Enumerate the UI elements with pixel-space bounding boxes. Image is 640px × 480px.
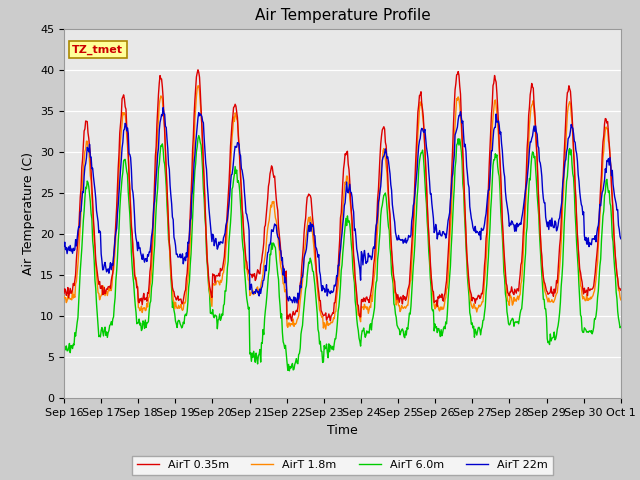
AirT 0.35m: [214, 273, 222, 278]
AirT 6.0m: [195, 132, 203, 138]
AirT 1.8m: [412, 180, 419, 186]
AirT 22m: [185, 240, 193, 246]
AirT 6.0m: [617, 324, 625, 330]
Line: AirT 6.0m: AirT 6.0m: [64, 135, 621, 371]
AirT 1.8m: [322, 326, 330, 332]
AirT 1.8m: [127, 219, 135, 225]
AirT 0.35m: [428, 281, 436, 287]
Text: TZ_tmet: TZ_tmet: [72, 45, 124, 55]
AirT 22m: [412, 182, 419, 188]
AirT 6.0m: [184, 299, 192, 305]
AirT 0.35m: [184, 259, 192, 264]
AirT 0.35m: [60, 290, 68, 296]
Line: AirT 22m: AirT 22m: [64, 108, 621, 303]
AirT 6.0m: [60, 347, 68, 353]
AirT 0.35m: [617, 288, 625, 293]
AirT 1.8m: [184, 276, 192, 282]
AirT 6.0m: [285, 368, 293, 374]
AirT 0.35m: [412, 160, 419, 166]
AirT 6.0m: [428, 306, 436, 312]
Legend: AirT 0.35m, AirT 1.8m, AirT 6.0m, AirT 22m: AirT 0.35m, AirT 1.8m, AirT 6.0m, AirT 2…: [132, 456, 552, 475]
AirT 6.0m: [214, 317, 222, 323]
AirT 22m: [127, 167, 135, 172]
AirT 1.8m: [70, 292, 78, 298]
AirT 6.0m: [70, 342, 78, 348]
AirT 0.35m: [70, 283, 78, 288]
AirT 1.8m: [214, 278, 222, 284]
Line: AirT 1.8m: AirT 1.8m: [64, 86, 621, 329]
AirT 1.8m: [617, 297, 625, 303]
Title: Air Temperature Profile: Air Temperature Profile: [255, 9, 430, 24]
Y-axis label: Air Temperature (C): Air Temperature (C): [22, 152, 35, 275]
AirT 22m: [293, 300, 301, 306]
AirT 1.8m: [60, 293, 68, 299]
AirT 0.35m: [127, 224, 135, 230]
AirT 6.0m: [127, 250, 135, 256]
AirT 22m: [428, 201, 436, 206]
AirT 1.8m: [194, 83, 202, 89]
AirT 22m: [214, 244, 222, 250]
AirT 22m: [159, 105, 167, 110]
AirT 6.0m: [412, 225, 419, 230]
AirT 0.35m: [288, 318, 296, 324]
AirT 22m: [70, 248, 78, 253]
X-axis label: Time: Time: [327, 424, 358, 437]
Line: AirT 0.35m: AirT 0.35m: [64, 70, 621, 321]
AirT 0.35m: [194, 67, 202, 72]
AirT 22m: [60, 243, 68, 249]
AirT 1.8m: [428, 280, 436, 286]
AirT 22m: [617, 236, 625, 241]
